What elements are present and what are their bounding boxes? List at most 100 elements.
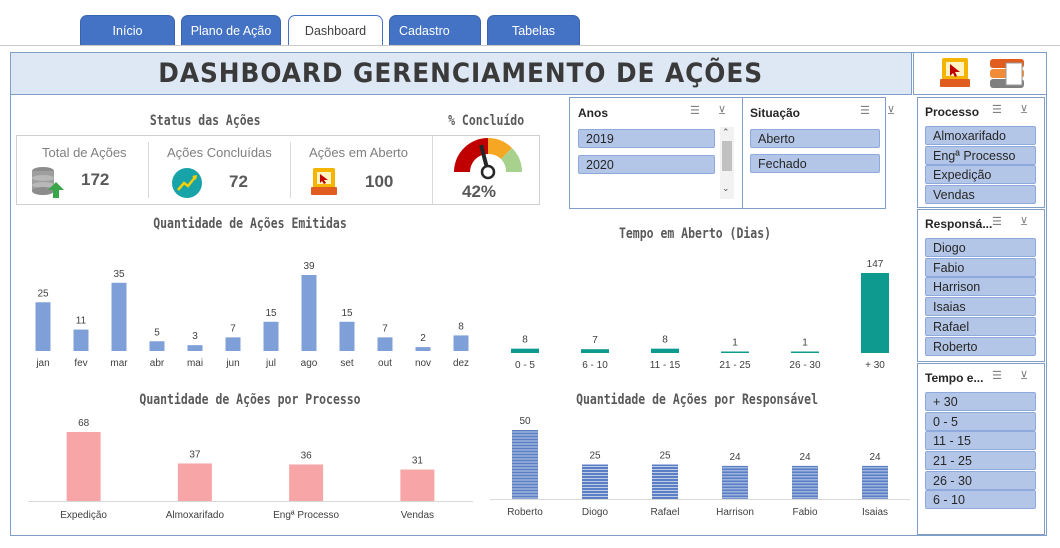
files-icon[interactable] [990,59,1024,88]
slicer-item-fabio[interactable]: Fabio [925,258,1036,277]
slicer-item-aberto[interactable]: Aberto [750,129,880,148]
kpi-box [16,135,540,205]
cursor-box-icon[interactable] [940,58,970,87]
data-label: 147 [867,259,884,270]
slicer-item-vendas[interactable]: Vendas [925,185,1036,204]
data-label: 37 [189,449,201,460]
bar [66,432,101,501]
data-label: 25 [37,288,49,299]
bar [301,275,317,351]
data-label: 11 [76,316,87,327]
slicer-responsavel-title: Responsá... [925,217,993,231]
bar [511,348,539,353]
bar [111,282,127,351]
slicer-item-6-10[interactable]: 6 - 10 [925,490,1036,509]
data-label: 31 [412,456,424,467]
scrollbar[interactable]: ⌃ ⌄ [720,127,734,199]
data-label: 8 [458,321,464,332]
chart4-title: Quantidade de Ações por Responsável [576,392,819,408]
slicer-item-enga-processo[interactable]: Engª Processo [925,146,1036,165]
data-label: 8 [662,335,668,346]
category-label: Diogo [582,507,609,518]
category-label: 11 - 15 [650,360,681,371]
slicer-item-26-30[interactable]: 26 - 30 [925,471,1036,490]
category-label: abr [150,358,165,369]
open-box-icon [311,168,337,195]
data-label: 50 [519,416,531,427]
data-label: 7 [382,323,388,334]
category-label: 6 - 10 [582,360,608,371]
multiselect-icon[interactable]: ☰ [992,104,1002,116]
slicer-item-isaias[interactable]: Isaias [925,297,1036,316]
pct-value: 42% [462,182,497,201]
category-label: set [340,358,354,369]
slicer-item-fechado[interactable]: Fechado [750,154,880,173]
data-label: 39 [303,261,315,272]
data-label: 3 [192,331,198,342]
multiselect-icon[interactable]: ☰ [690,105,700,117]
slicer-item-11-15[interactable]: 11 - 15 [925,431,1036,450]
slicer-item-roberto[interactable]: Roberto [925,337,1036,356]
chart-acoes-emitidas: 25 jan 11 fev 35 mar 5 abr 3 mai 7 jun 15 jul 39 ago 15 s… [35,261,469,369]
category-label: mai [187,358,203,369]
clear-filter-icon[interactable]: ⊻ [718,105,727,117]
bar [225,337,241,351]
data-label: 35 [113,269,125,280]
category-label: Isaias [862,507,888,518]
slicer-item-30plus[interactable]: + 30 [925,392,1036,411]
slicer-situacao-title: Situação [750,106,801,120]
data-label: 25 [589,451,601,462]
category-label: Roberto [507,507,543,518]
chart1-title: Quantidade de Ações Emitidas [153,216,347,232]
clear-filter-icon[interactable]: ⊻ [887,105,896,117]
bar [149,341,165,351]
multiselect-icon[interactable]: ☰ [992,216,1002,228]
total-value: 172 [81,170,110,189]
bar [722,465,748,499]
slicer-processo-title: Processo [925,105,980,119]
slicer-item-21-25[interactable]: 21 - 25 [925,451,1036,470]
scrollbar-thumb[interactable] [722,141,732,171]
slicer-item-2020[interactable]: 2020 [578,155,715,174]
tab-inicio[interactable]: Início [80,15,175,46]
slicer-item-0-5[interactable]: 0 - 5 [925,412,1036,431]
data-label: 1 [732,338,738,349]
data-label: 68 [78,418,90,429]
tab-cadastro[interactable]: Cadastro [389,15,481,46]
pct-title: % Concluído [448,113,525,129]
header-icons-svg [940,58,1024,88]
gauge-orange [488,138,512,159]
category-label: jul [265,358,276,369]
chart2-title: Tempo em Aberto (Dias) [618,226,772,242]
chart-tempo-aberto: 8 0 - 5 7 6 - 10 8 11 - 15 1 21 - 25 1 26 - 30 147… [511,259,889,371]
slicer-item-expedicao[interactable]: Expedição [925,165,1036,184]
category-label: + 30 [865,360,885,371]
data-label: 1 [802,338,808,349]
bar [73,329,89,351]
clear-filter-icon[interactable]: ⊻ [1020,104,1029,116]
clear-filter-icon[interactable]: ⊻ [1020,216,1029,228]
slicer-item-almoxarifado[interactable]: Almoxarifado [925,126,1036,145]
status-title: Status das Ações [149,113,261,129]
data-label: 36 [301,450,313,461]
multiselect-icon[interactable]: ☰ [992,370,1002,382]
tab-dashboard[interactable]: Dashboard [288,15,383,46]
category-label: jun [225,358,239,369]
slicer-item-diogo[interactable]: Diogo [925,238,1036,257]
database-add-icon [32,167,64,198]
slicer-item-2019[interactable]: 2019 [578,129,715,148]
multiselect-icon[interactable]: ☰ [860,105,870,117]
category-label: mar [110,358,128,369]
category-label: Fabio [792,507,817,518]
data-label: 15 [341,308,353,319]
category-label: Vendas [401,510,434,521]
bar [791,351,819,353]
tab-plano-de-acao[interactable]: Plano de Ação [181,15,281,46]
slicer-item-harrison[interactable]: Harrison [925,277,1036,296]
bar [862,465,888,499]
slicer-item-rafael[interactable]: Rafael [925,317,1036,336]
data-label: 24 [799,452,811,463]
data-label: 8 [522,335,528,346]
clear-filter-icon[interactable]: ⊻ [1020,370,1029,382]
tab-tabelas[interactable]: Tabelas [487,15,580,46]
